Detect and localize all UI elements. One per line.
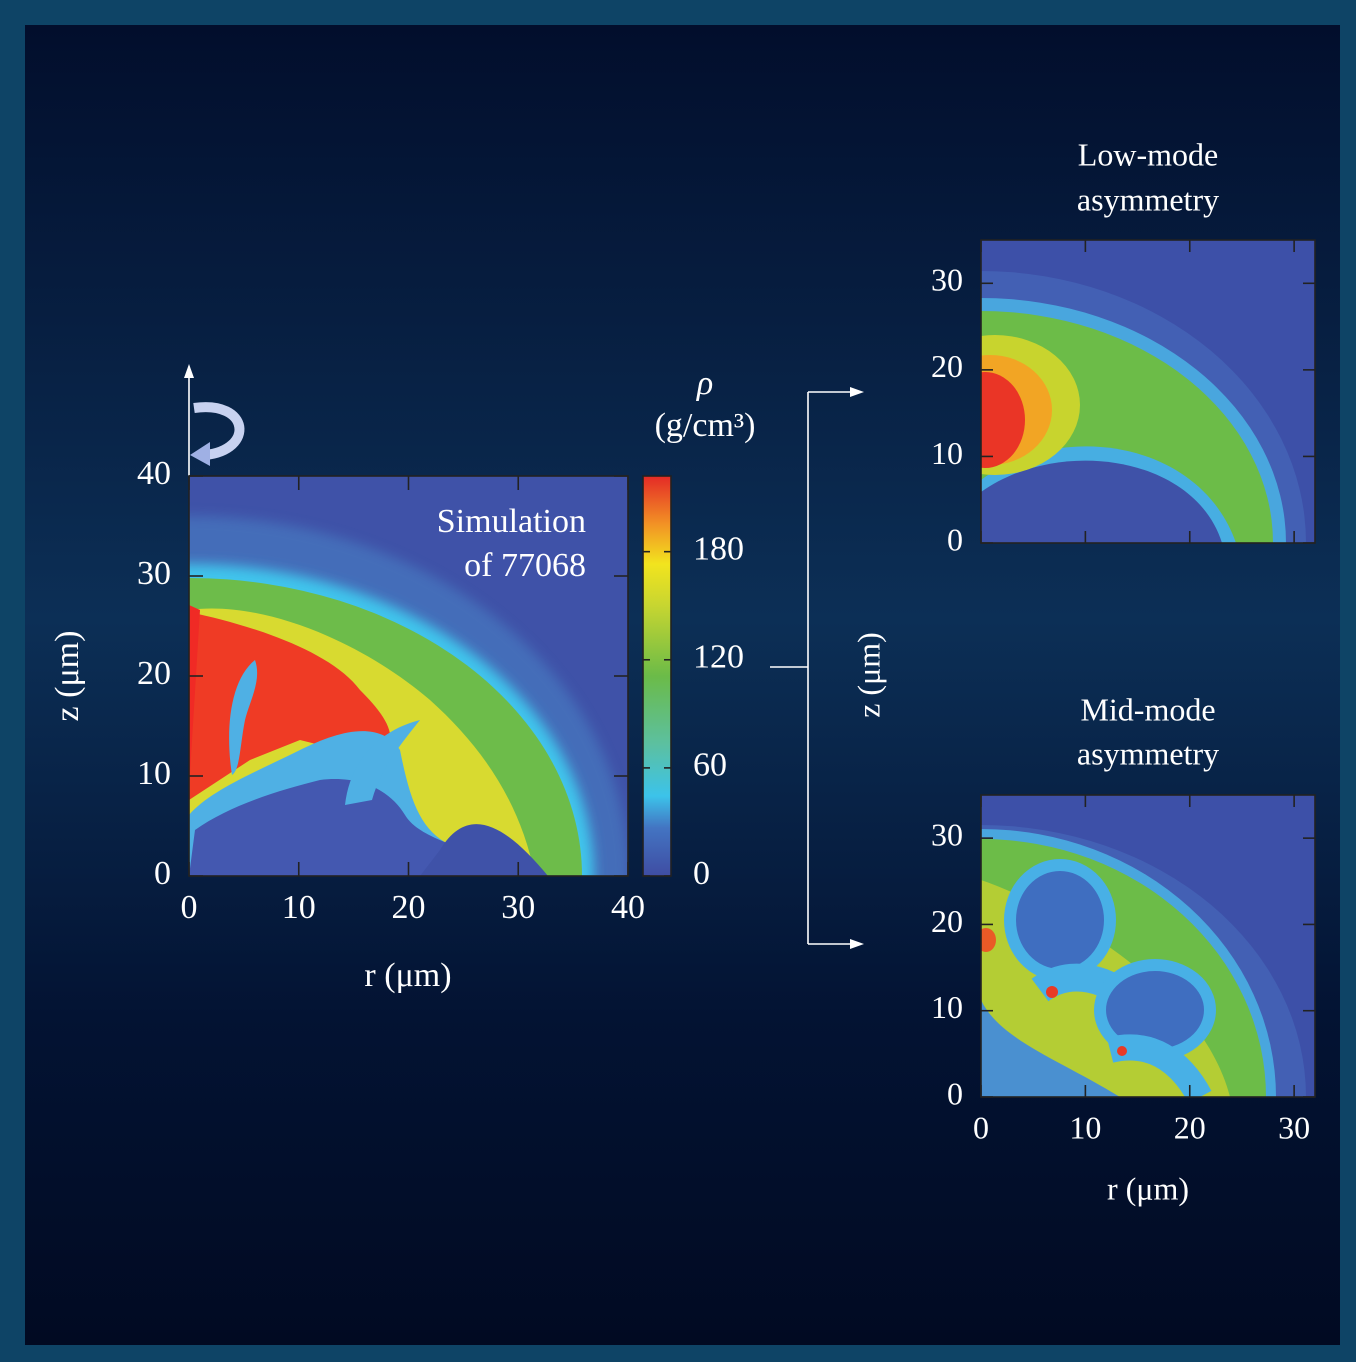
annotation: Simulation (437, 503, 586, 540)
y-tick-label: 0 (947, 1075, 963, 1111)
colorbar-tick-label: 60 (693, 747, 727, 784)
y-tick-label: 30 (137, 555, 171, 592)
rotation-arrowhead (190, 442, 210, 466)
plot-frame (980, 239, 1316, 544)
y-tick-label: 40 (137, 455, 171, 492)
x-tick-label: 0 (181, 889, 198, 926)
y-tick-label: 20 (931, 348, 963, 384)
x-tick-label: 20 (1174, 1109, 1206, 1145)
x-tick-label: 20 (392, 889, 426, 926)
axis-arrowhead (184, 364, 194, 378)
colorbar-units: (g/cm³) (655, 407, 756, 444)
panel-title: Mid-mode (1080, 691, 1215, 727)
x-tick-label: 30 (501, 889, 535, 926)
x-tick-label: 30 (1278, 1109, 1310, 1145)
density-image (189, 476, 628, 876)
colorbar-tick-label: 180 (693, 530, 744, 567)
colorbar-tick-label: 120 (693, 639, 744, 676)
density-image (981, 240, 1315, 543)
y-tick-label: 30 (931, 262, 963, 298)
y-axis-label: z (μm) (49, 631, 86, 722)
x-tick-label: 10 (282, 889, 316, 926)
colorbar-tick-label: 0 (693, 855, 710, 892)
arrowhead (850, 939, 864, 949)
y-tick-label: 30 (931, 816, 963, 852)
x-axis-label: r (μm) (364, 957, 451, 994)
panel-title: Low-mode (1078, 136, 1218, 172)
annotation: of 77068 (464, 547, 586, 584)
y-tick-label: 0 (947, 521, 963, 557)
colorbar (643, 476, 671, 876)
y-tick-label: 20 (137, 655, 171, 692)
x-tick-label: 0 (973, 1109, 989, 1145)
y-tick-label: 20 (931, 903, 963, 939)
plot-frame (980, 794, 1316, 1098)
x-axis-label: r (μm) (1107, 1170, 1189, 1206)
y-tick-label: 10 (931, 435, 963, 471)
rotation-symbol (193, 402, 245, 460)
panel-title: asymmetry (1077, 181, 1219, 217)
colorbar-frame (642, 475, 672, 877)
bracket (770, 391, 856, 945)
x-tick-label: 10 (1069, 1109, 1101, 1145)
y-axis-label: z (μm) (850, 632, 886, 718)
y-tick-label: 0 (154, 855, 171, 892)
density-image (981, 795, 1315, 1097)
x-tick-label: 40 (611, 889, 645, 926)
colorbar-title: ρ (696, 365, 713, 402)
y-tick-label: 10 (137, 755, 171, 792)
y-tick-label: 10 (931, 989, 963, 1025)
arrowhead (850, 387, 864, 397)
panel-title: asymmetry (1077, 735, 1219, 771)
